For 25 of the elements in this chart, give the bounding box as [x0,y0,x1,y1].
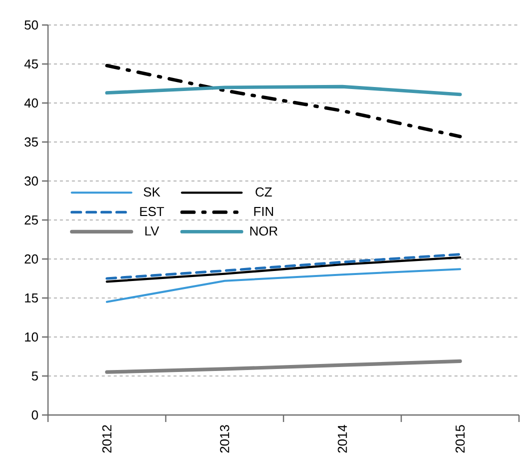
y-tick-label: 30 [24,176,38,186]
legend-label: CZ [256,187,272,197]
y-tick-label: 25 [24,215,38,225]
line-series [105,84,462,96]
x-tick-label: 2014 [338,424,347,453]
y-tick-label: 40 [24,98,38,108]
line-series [105,64,462,138]
legend-label: LV [145,226,160,236]
line-series [105,359,462,374]
y-tick-label: 45 [24,59,38,69]
legend-label: FIN [254,207,274,216]
y-tick-label: 35 [24,137,38,147]
x-tick-label: 2013 [220,425,230,453]
legend-label: EST [140,206,164,216]
y-tick-label: 50 [24,20,38,30]
legend-label: NOR [250,226,278,236]
x-tick-label: 2015 [456,425,465,453]
y-tick-label: 5 [32,371,38,381]
legend-label: SK [144,187,160,197]
y-tick-label: 20 [24,254,38,264]
line-series [106,268,462,303]
x-tick-label: 2012 [102,425,112,453]
y-tick-label: 10 [25,332,38,342]
y-tick-label: 15 [25,293,38,303]
y-tick-label: 0 [32,410,38,420]
